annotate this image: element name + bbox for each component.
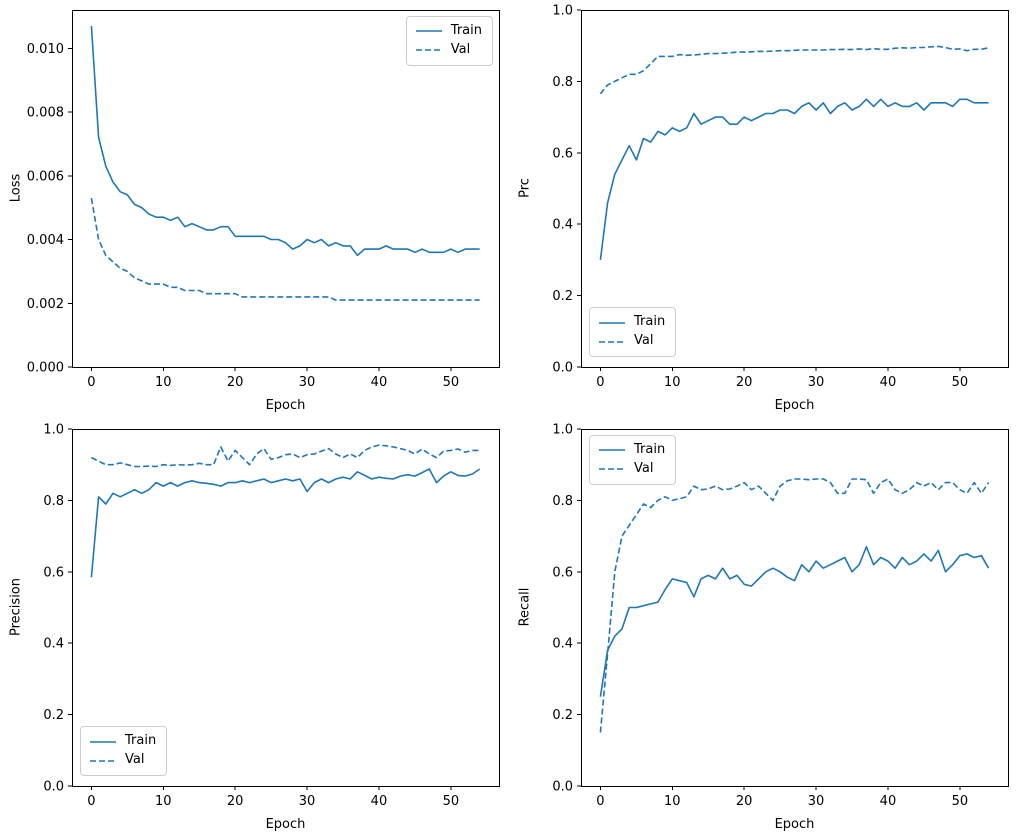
legend-label-val: Val [634,460,654,476]
legend-label-val: Val [634,333,654,349]
svg-text:10: 10 [664,375,681,390]
legend-entry-val: Val [598,332,665,351]
svg-text:0: 0 [596,375,604,390]
svg-text:0.010: 0.010 [27,42,64,57]
svg-text:20: 20 [227,375,244,390]
svg-text:50: 50 [952,794,969,809]
svg-text:0.4: 0.4 [552,218,573,233]
prc-xlabel: Epoch [774,398,815,413]
recall-plot-canvas: 0 10 20 30 40 50 0.0 0.2 0.4 0.6 0.8 1.0 [552,423,1009,809]
solid-line-icon [599,449,625,452]
dashed-line-icon [599,340,625,343]
legend-label-val: Val [450,41,471,57]
svg-text:0.002: 0.002 [27,297,64,312]
svg-text:40: 40 [880,375,897,390]
svg-text:0.008: 0.008 [27,106,64,121]
svg-text:0.8: 0.8 [552,75,573,90]
dashed-line-icon [599,468,625,471]
prc-legend: Train Val [589,307,677,357]
loss-legend: Train Val [405,16,493,66]
svg-text:50: 50 [952,375,969,390]
legend-entry-train: Train [598,441,665,460]
legend-entry-val: Val [598,460,665,479]
svg-text:0: 0 [596,794,604,809]
recall-legend: Train Val [589,435,677,485]
svg-text:0.6: 0.6 [43,565,64,580]
svg-text:0.4: 0.4 [552,637,573,652]
svg-text:10: 10 [155,375,172,390]
svg-text:0.000: 0.000 [27,361,64,376]
legend-entry-train: Train [89,732,156,751]
precision-xlabel: Epoch [265,817,306,832]
solid-line-icon [415,30,442,33]
svg-text:20: 20 [227,794,244,809]
svg-text:0.2: 0.2 [552,708,573,723]
legend-label-val: Val [125,752,145,768]
subplot-prc: 0 10 20 30 40 50 0.0 0.2 0.4 0.6 0.8 1.0 Prc Epoch … [509,0,1018,419]
svg-text:0.2: 0.2 [552,289,573,304]
svg-text:30: 30 [299,794,316,809]
svg-text:1.0: 1.0 [552,4,573,19]
recall-ylabel: Recall [517,587,533,627]
loss-xlabel: Epoch [265,398,306,413]
legend-label-train: Train [450,23,482,38]
legend-entry-val: Val [415,41,482,60]
prc-plot-canvas: 0 10 20 30 40 50 0.0 0.2 0.4 0.6 0.8 1.0 [552,4,1009,390]
subplot-loss: 0 10 20 30 40 50 0.000 0.002 0.004 0.006 0.008 0.01… [0,0,509,419]
loss-ylabel: Loss [8,173,24,203]
loss-plot-canvas: 0 10 20 30 40 50 0.000 0.002 0.004 0.006 0.008 0.01… [27,10,500,390]
svg-text:0.8: 0.8 [552,494,573,509]
svg-text:50: 50 [443,375,460,390]
svg-text:10: 10 [155,794,172,809]
svg-text:0.0: 0.0 [552,780,573,795]
dashed-line-icon [90,759,116,762]
solid-line-icon [90,740,116,743]
svg-text:30: 30 [808,375,825,390]
svg-text:30: 30 [808,794,825,809]
svg-text:0: 0 [87,794,95,809]
svg-text:0.6: 0.6 [552,146,573,161]
svg-text:1.0: 1.0 [552,423,573,438]
svg-text:0.0: 0.0 [43,780,64,795]
precision-plot-canvas: 0 10 20 30 40 50 0.0 0.2 0.4 0.6 0.8 1.0 [43,423,500,809]
precision-ylabel: Precision [8,577,24,637]
svg-text:1.0: 1.0 [43,423,64,438]
svg-text:0.2: 0.2 [43,708,64,723]
legend-entry-val: Val [89,751,156,770]
svg-text:0: 0 [87,375,95,390]
subplot-precision: 0 10 20 30 40 50 0.0 0.2 0.4 0.6 0.8 1.0 Precision … [0,419,509,838]
svg-text:50: 50 [443,794,460,809]
svg-text:0.0: 0.0 [552,361,573,376]
recall-xlabel: Epoch [774,817,815,832]
dashed-line-icon [415,49,442,52]
svg-text:0.6: 0.6 [552,565,573,580]
prc-ylabel: Prc [517,178,533,198]
solid-line-icon [599,321,625,324]
legend-label-train: Train [125,733,157,749]
svg-text:0.004: 0.004 [27,233,64,248]
svg-text:20: 20 [736,794,753,809]
subplot-recall: 0 10 20 30 40 50 0.0 0.2 0.4 0.6 0.8 1.0 Recall Epo… [509,419,1018,838]
svg-text:20: 20 [736,375,753,390]
svg-text:10: 10 [664,794,681,809]
legend-label-train: Train [634,314,666,330]
svg-text:0.4: 0.4 [43,637,64,652]
legend-entry-train: Train [598,313,665,332]
svg-text:30: 30 [299,375,316,390]
svg-text:40: 40 [371,375,388,390]
precision-legend: Train Val [80,726,168,776]
legend-label-train: Train [634,442,666,457]
svg-text:0.006: 0.006 [27,169,64,184]
legend-entry-train: Train [415,22,482,41]
svg-text:40: 40 [371,794,388,809]
svg-text:0.8: 0.8 [43,494,64,509]
svg-text:40: 40 [880,794,897,809]
